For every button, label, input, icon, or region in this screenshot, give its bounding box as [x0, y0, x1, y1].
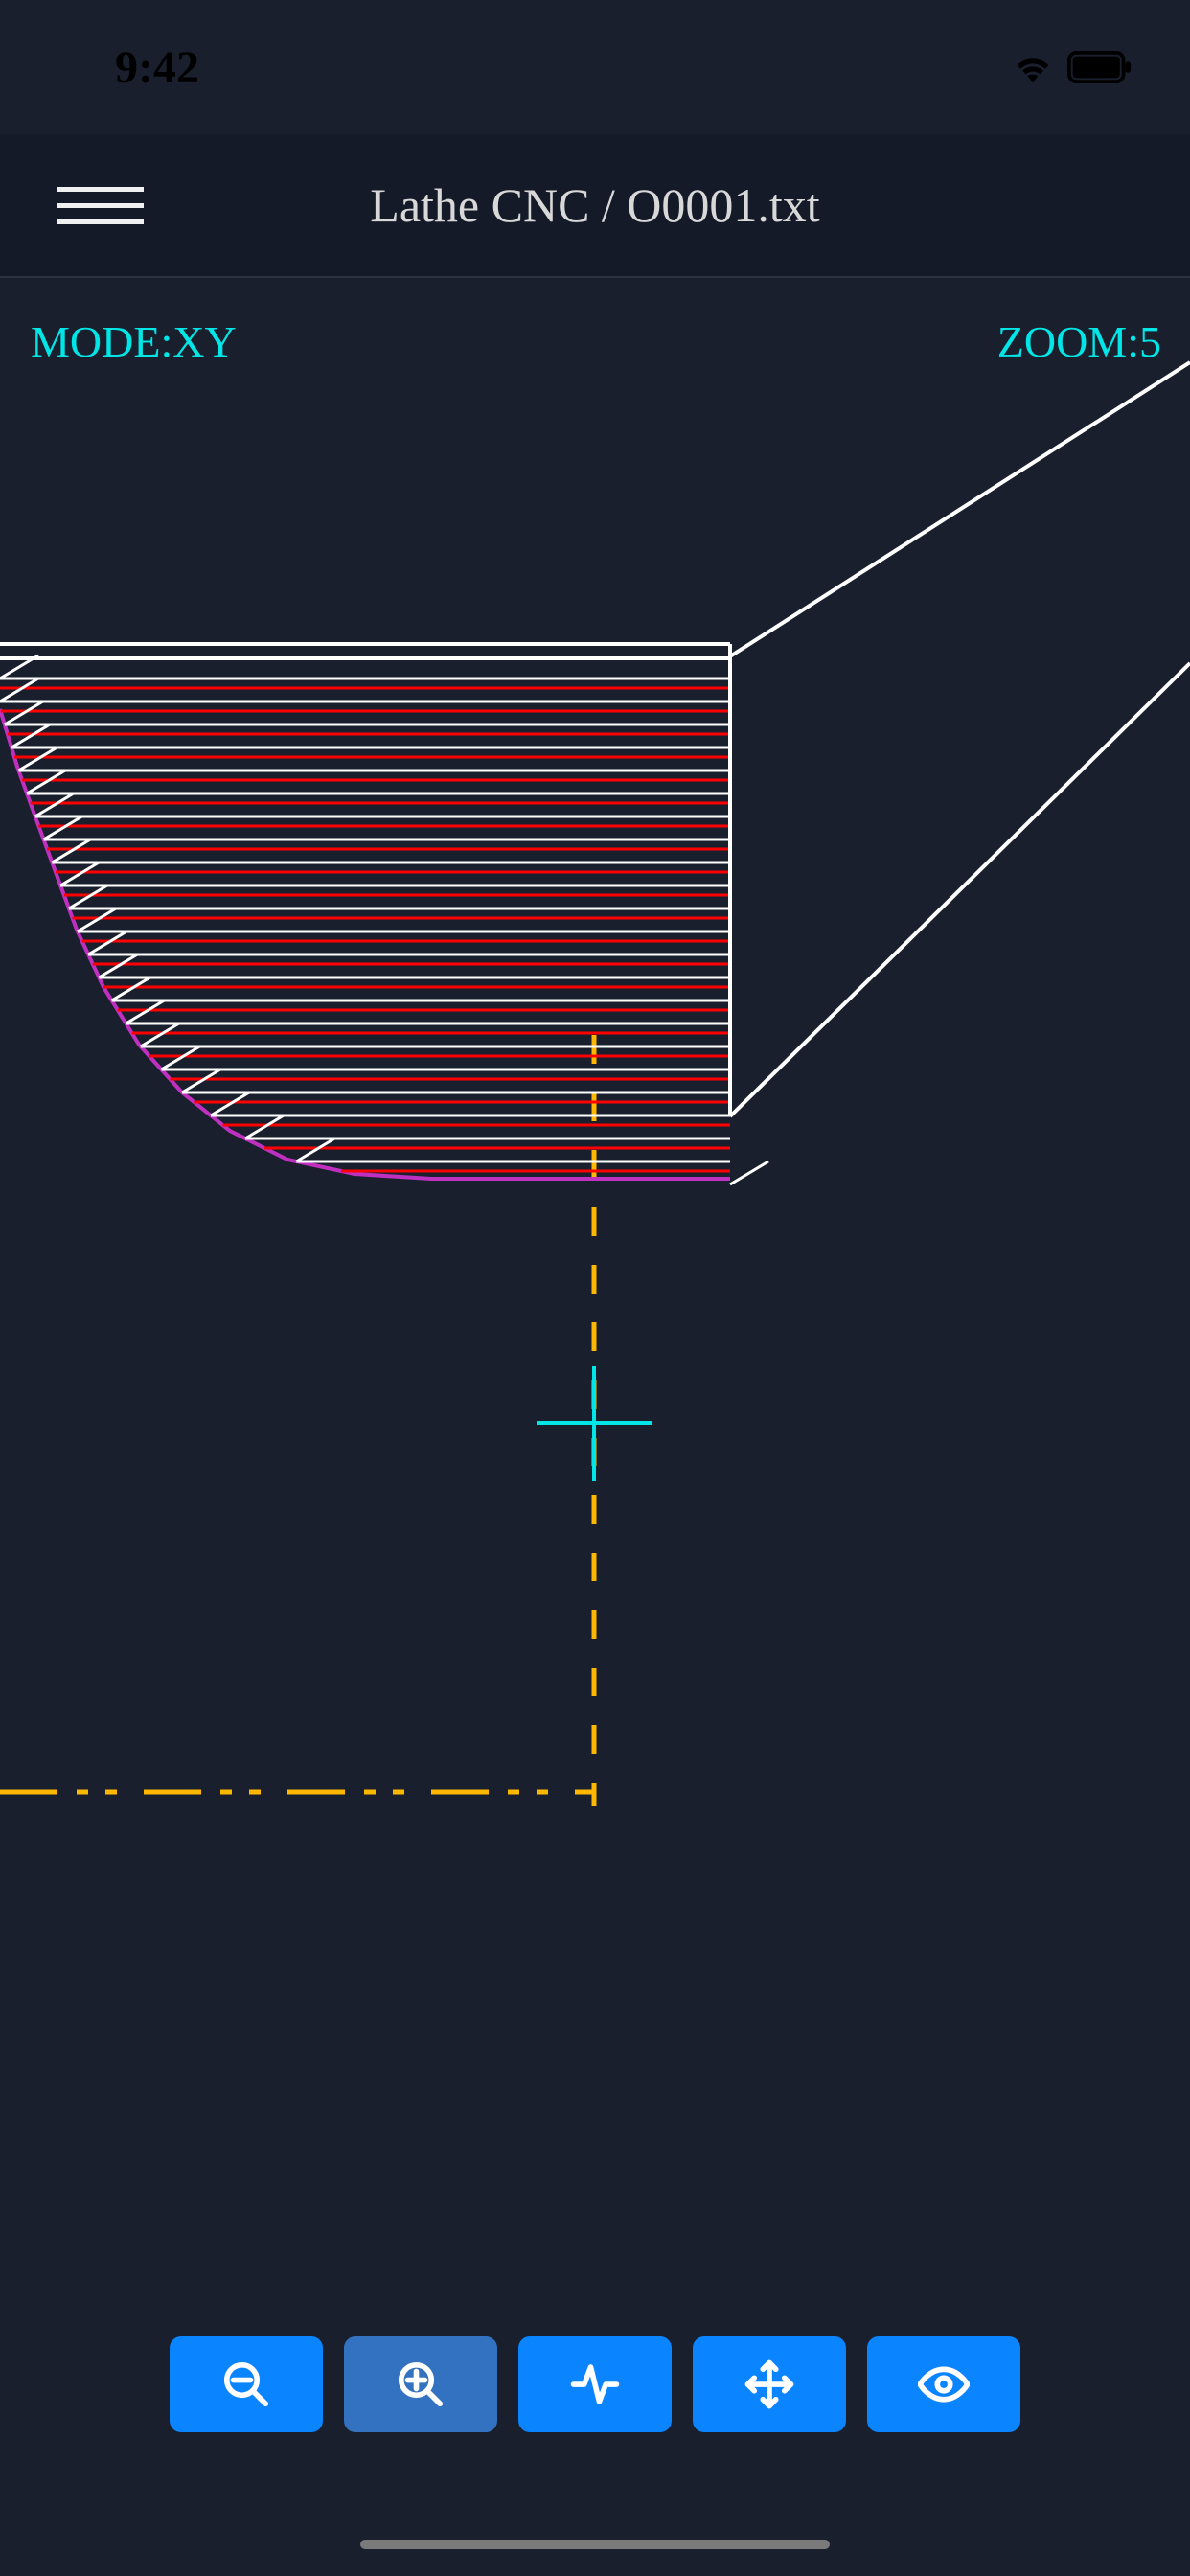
toolbar — [170, 2336, 1020, 2432]
menu-button[interactable] — [57, 187, 144, 224]
battery-icon — [1067, 51, 1133, 83]
wifi-icon — [1012, 51, 1054, 83]
move-button[interactable] — [693, 2336, 846, 2432]
activity-button[interactable] — [518, 2336, 672, 2432]
zoom-in-icon — [395, 2358, 446, 2410]
page-title: Lathe CNC / O0001.txt — [370, 177, 819, 233]
view-button[interactable] — [867, 2336, 1020, 2432]
zoom-out-icon — [220, 2358, 272, 2410]
status-time: 9:42 — [57, 41, 199, 94]
status-icons — [1012, 51, 1133, 83]
move-icon — [744, 2358, 795, 2410]
eye-icon — [918, 2358, 970, 2410]
canvas-viewport[interactable]: MODE:XY ZOOM:5 — [0, 278, 1190, 2290]
zoom-in-button[interactable] — [344, 2336, 497, 2432]
home-indicator — [360, 2540, 830, 2549]
status-bar: 9:42 — [0, 0, 1190, 134]
nav-bar: Lathe CNC / O0001.txt — [0, 134, 1190, 278]
cnc-plot — [0, 278, 1190, 2290]
zoom-out-button[interactable] — [170, 2336, 323, 2432]
activity-icon — [569, 2358, 621, 2410]
